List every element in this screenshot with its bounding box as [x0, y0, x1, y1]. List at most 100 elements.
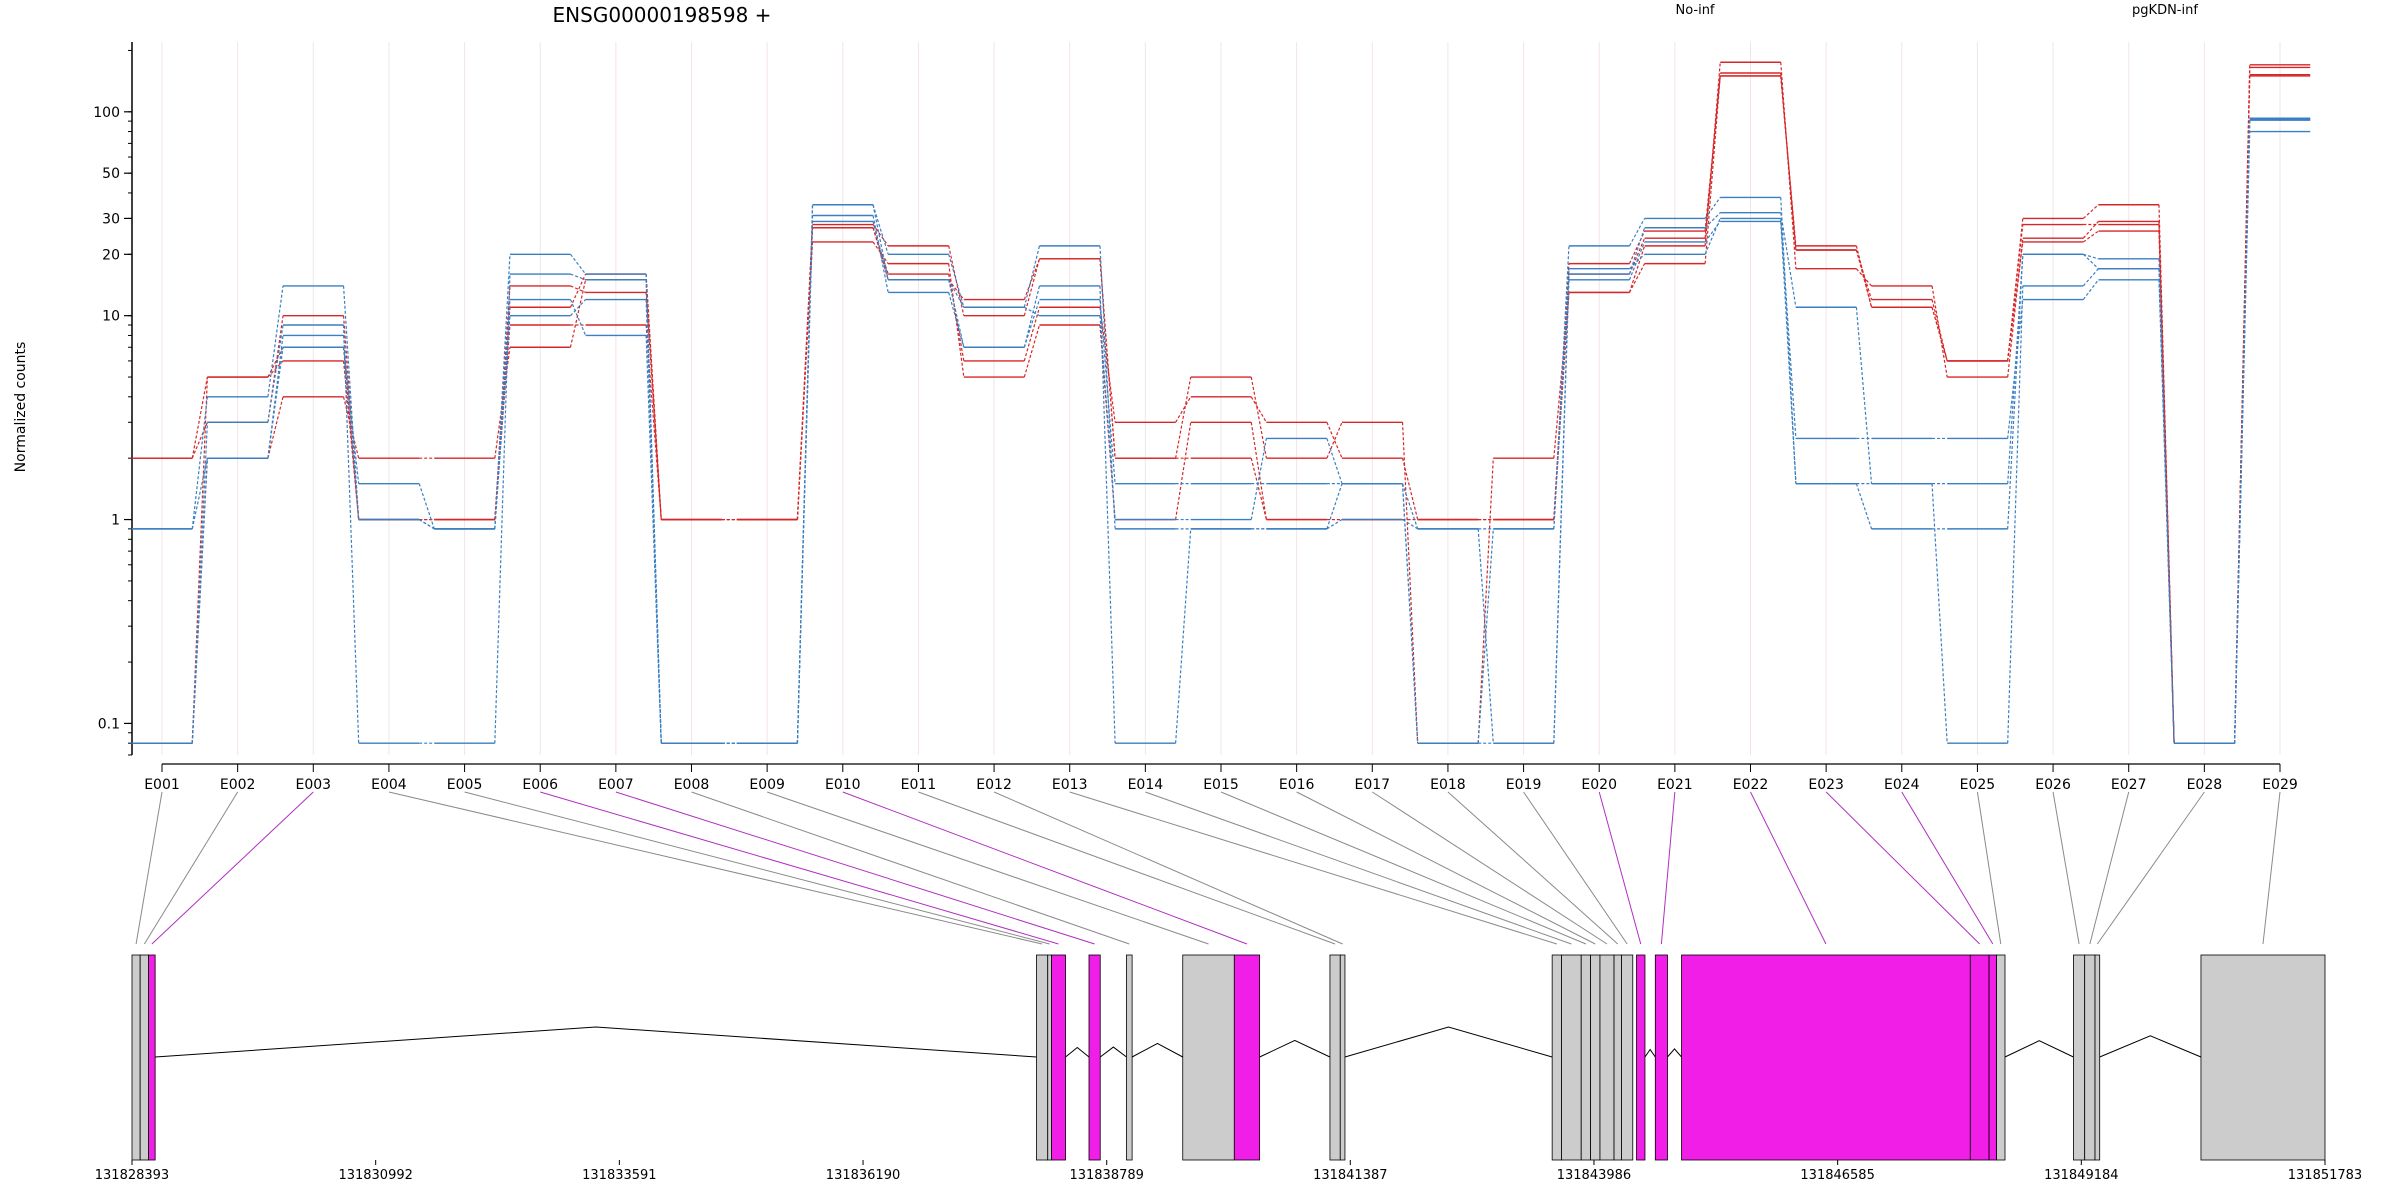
x-tick-label-e001: E001	[144, 777, 180, 793]
series-connector	[1855, 268, 1872, 287]
series-connector	[1855, 249, 1873, 308]
series-connector	[418, 483, 435, 530]
intron	[1667, 1048, 1682, 1058]
x-tick-label-e021: E021	[1657, 777, 1693, 793]
intron	[1131, 1042, 1183, 1058]
grid	[161, 42, 2281, 755]
exon-connector-e029	[2262, 791, 2281, 945]
y-axis-label: Normalized counts	[13, 342, 29, 473]
exon-connector-e001	[135, 791, 163, 945]
series-connector	[2158, 268, 2175, 744]
intron	[1644, 1048, 1656, 1058]
series-connector	[1250, 458, 1267, 520]
exon-box-e002	[139, 954, 149, 1161]
x-tick-label-e028: E028	[2187, 777, 2223, 793]
series-connector	[2082, 230, 2099, 243]
series-connector	[191, 458, 208, 744]
exon-box-e008	[1126, 954, 1133, 1161]
series-connector	[570, 285, 586, 294]
x-tick-label-e006: E006	[522, 777, 558, 793]
exon-box-e003	[148, 954, 156, 1161]
exon-box-e028	[2094, 954, 2101, 1161]
series-connector	[948, 254, 965, 308]
series-connector	[948, 279, 965, 300]
x-tick-label-e019: E019	[1506, 777, 1542, 793]
series-connector	[1175, 422, 1192, 520]
series-connector	[1704, 75, 1721, 264]
series-connector	[2082, 253, 2099, 270]
series-connector	[2082, 204, 2099, 219]
series-connector	[1024, 306, 1040, 317]
x-tick-label-e017: E017	[1354, 777, 1390, 793]
exon-connector-e023	[1825, 791, 1981, 945]
series-connector	[2007, 254, 2024, 484]
series-connector	[2007, 254, 2024, 529]
series-connector	[2234, 118, 2251, 744]
exon-box-e027	[2084, 954, 2096, 1161]
series-connector	[796, 227, 814, 520]
exon-box-e029	[2200, 954, 2326, 1161]
series-connector	[1628, 263, 1646, 293]
exon-connector-e028	[2096, 791, 2205, 945]
intron	[2004, 1040, 2074, 1058]
series-connector	[342, 335, 360, 520]
exon-box-e006	[1051, 954, 1066, 1161]
series-connector	[872, 224, 889, 247]
series-connector	[494, 347, 511, 459]
series-connector	[2082, 279, 2099, 300]
exon-box-e020	[1636, 954, 1646, 1161]
exon-box-e023	[1969, 954, 1990, 1161]
x-tick-label-e011: E011	[901, 777, 937, 793]
series-connector	[1931, 285, 1948, 378]
x-tick-label-e015: E015	[1203, 777, 1239, 793]
x-tick-label-e007: E007	[598, 777, 634, 793]
exon-connector-e010	[842, 791, 1248, 945]
series-connector	[1099, 299, 1116, 484]
x-tick-label-e004: E004	[371, 777, 407, 793]
series-connector	[569, 253, 587, 275]
series-connector	[191, 458, 208, 530]
series-connector	[872, 241, 889, 264]
exon-connector-e021	[1660, 791, 1676, 945]
series-pgkdn-inf-4	[131, 117, 2311, 744]
exon-box-e001	[131, 954, 141, 1161]
series-connector	[1855, 249, 1873, 300]
series-connector	[1326, 422, 1343, 459]
series-connector	[1628, 230, 1646, 264]
x-tick-label-e005: E005	[447, 777, 483, 793]
y-tick-label: 30	[102, 211, 120, 227]
series-connector	[948, 273, 965, 362]
series-connector	[1553, 292, 1570, 459]
exon-connector-e008	[691, 791, 1130, 945]
x-tick-label-e029: E029	[2262, 777, 2298, 793]
exon-box-e022	[1681, 954, 1971, 1161]
series-connector	[1023, 324, 1041, 378]
series-connector	[1704, 197, 1721, 219]
intron	[2099, 1035, 2202, 1058]
x-tick-label-e002: E002	[220, 777, 256, 793]
series	[131, 61, 2311, 744]
genomic-tick-label: 131833591	[582, 1168, 656, 1183]
exon-box-e017	[1599, 954, 1615, 1161]
series-connector	[796, 221, 814, 744]
series-connector	[948, 292, 965, 348]
series-connector	[645, 279, 662, 520]
series-connector	[1704, 75, 1721, 232]
x-tick-label-e009: E009	[749, 777, 785, 793]
series-connector	[1931, 307, 1948, 362]
genomic-tick-label: 131838789	[1069, 1168, 1143, 1183]
x-tick-label-e008: E008	[674, 777, 710, 793]
exon-box-e014	[1561, 954, 1582, 1161]
series-connector	[2007, 285, 2024, 744]
genomic-tick-label: 131851783	[2288, 1168, 2362, 1183]
exon-box-e018	[1613, 954, 1622, 1161]
y-tick-label: 10	[102, 309, 120, 325]
series-connector	[342, 347, 360, 520]
genomic-tick-label: 131843986	[1557, 1168, 1631, 1183]
exon-connector-e003	[151, 791, 314, 945]
exon-box-e024	[1988, 954, 1997, 1161]
x-tick-label-e018: E018	[1430, 777, 1466, 793]
series-connector	[1175, 376, 1192, 459]
exon-box-e004	[1036, 954, 1049, 1161]
x-ticks: E001 E002 E003 E004 E005 E006 E007 E008 E009 E010…	[144, 764, 2298, 793]
